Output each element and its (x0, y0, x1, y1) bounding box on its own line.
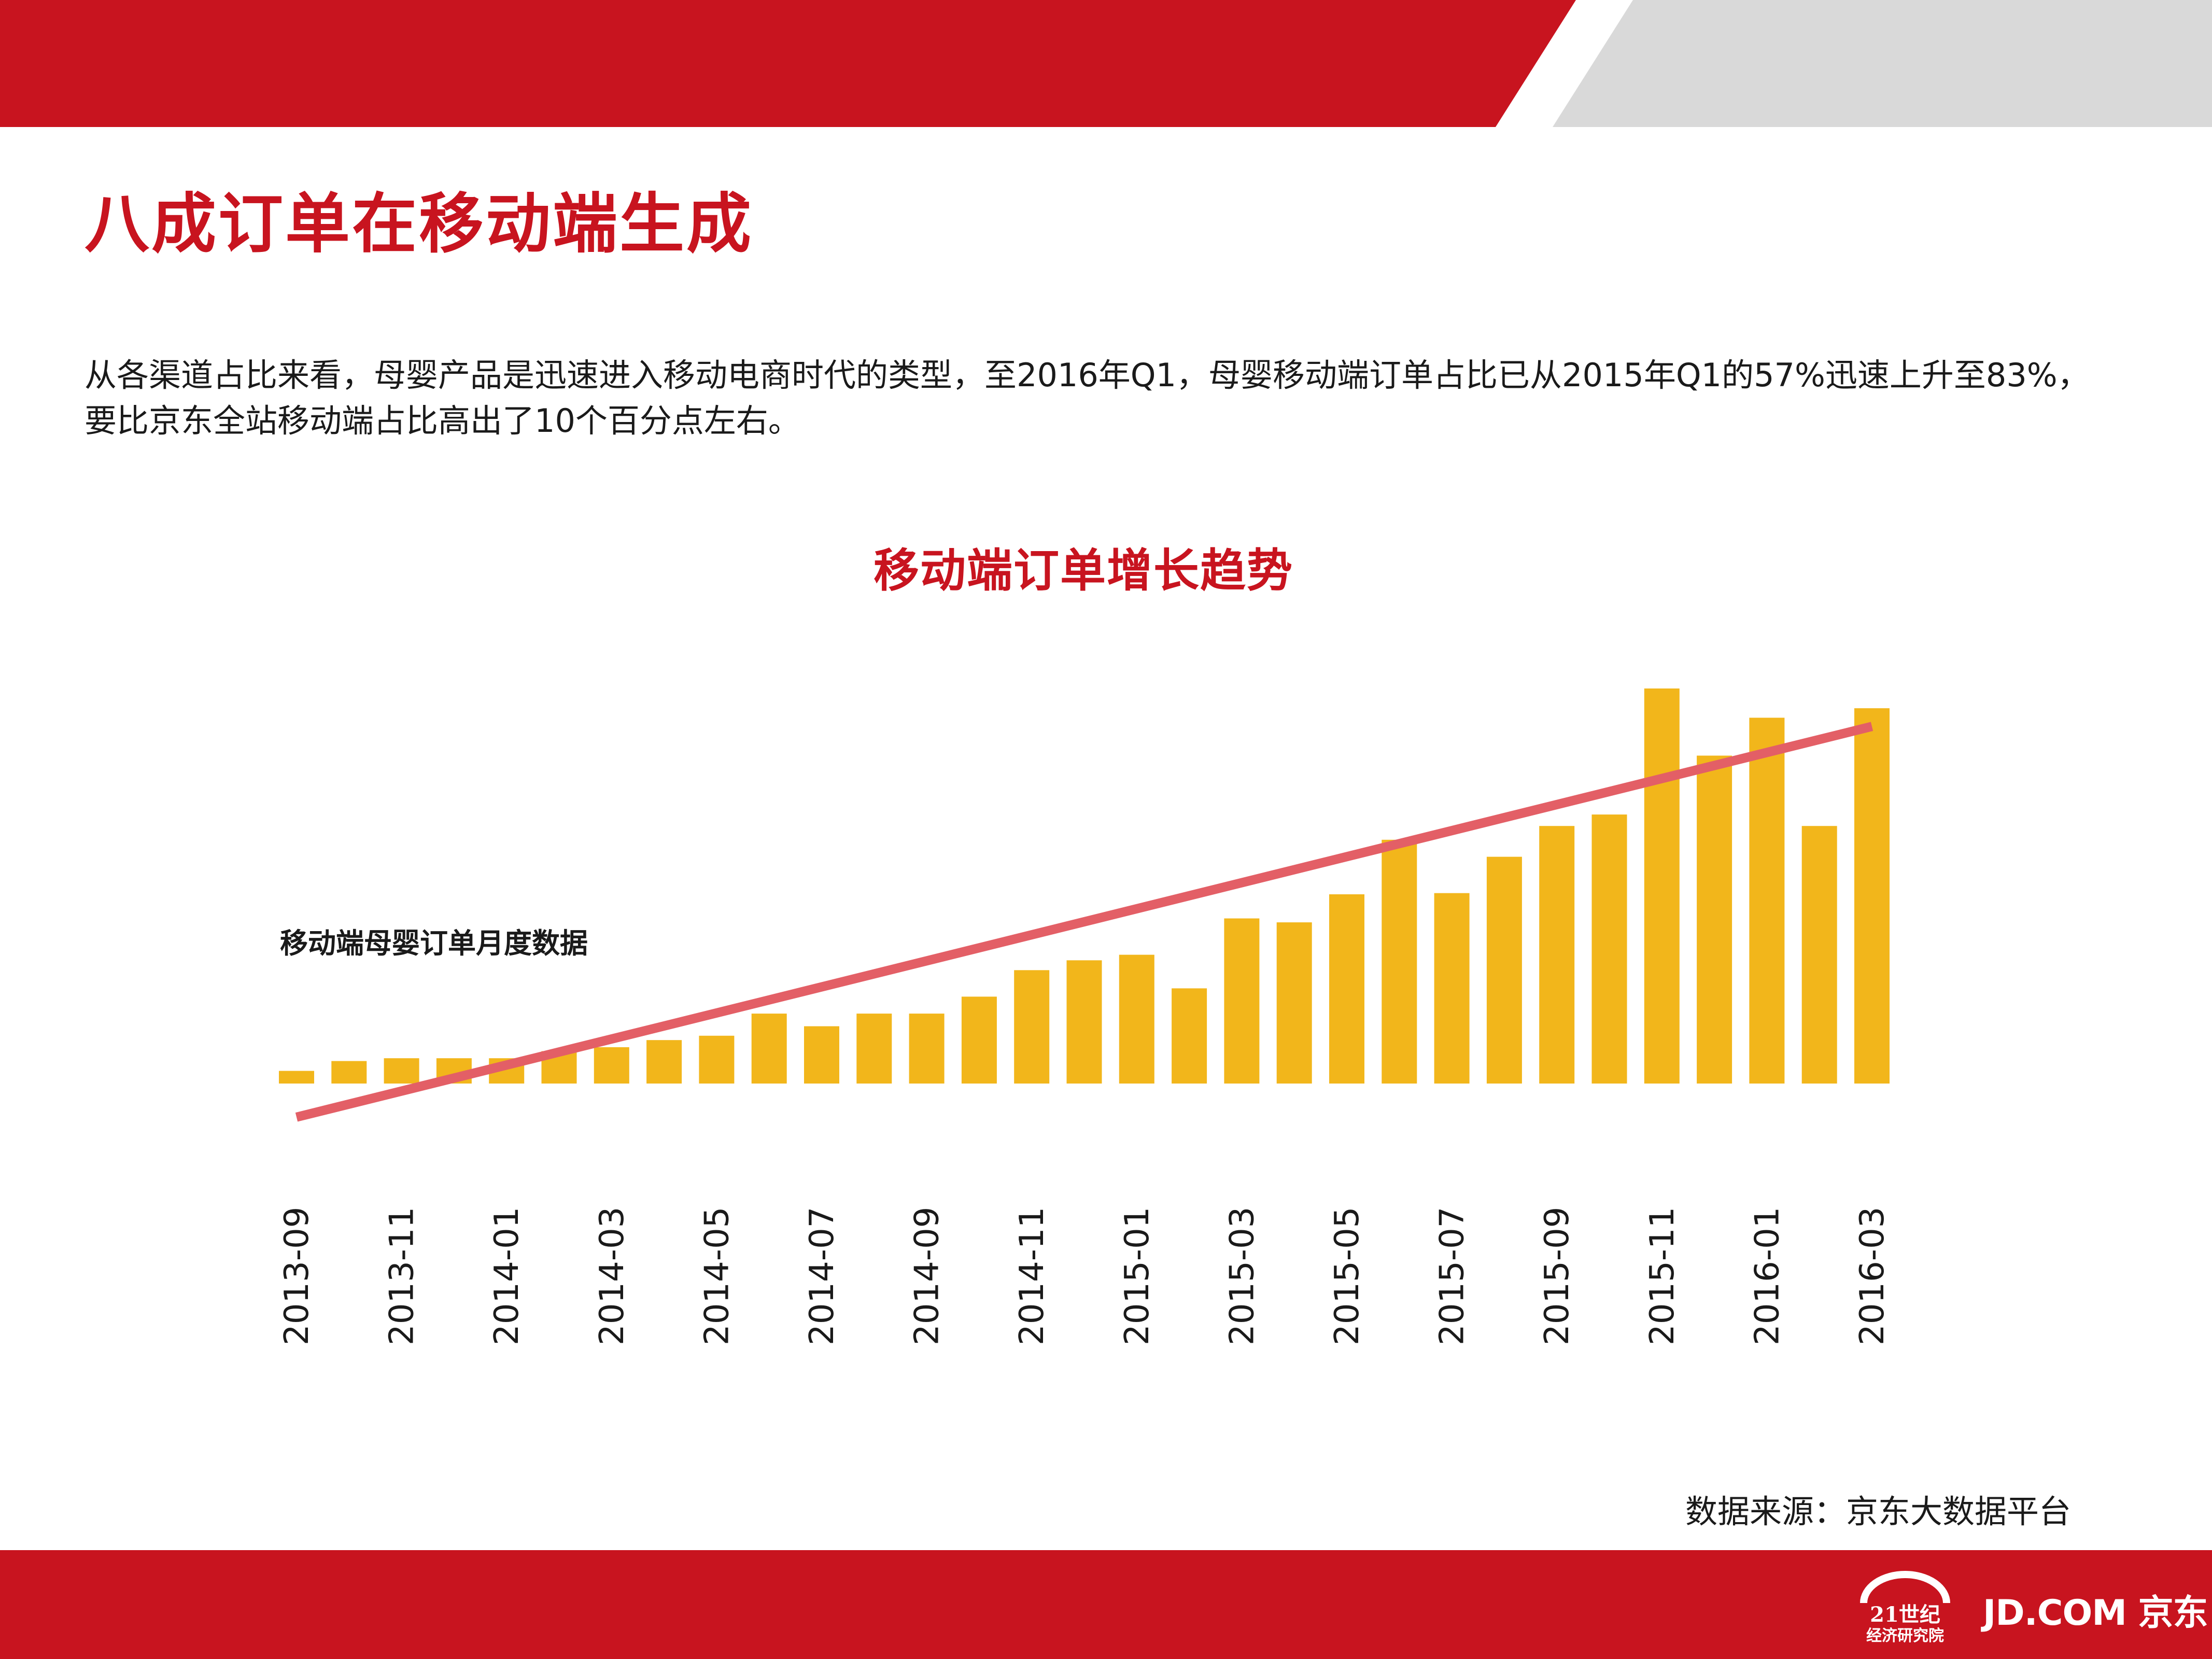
banner-grey-stripe (1553, 0, 2212, 127)
bar-2014-09 (909, 1014, 945, 1084)
top-banner (0, 0, 2212, 127)
bar-2014-07 (804, 1026, 839, 1084)
tick-label-2014-11: 2014-11 (1013, 1207, 1051, 1345)
footer-bar (0, 1550, 2212, 1659)
bar-2014-11 (1014, 970, 1050, 1084)
series-label: 移动端母婴订单月度数据 (280, 927, 588, 960)
tick-label-2014-09: 2014-09 (908, 1207, 947, 1345)
bar-2015-10 (1591, 814, 1627, 1084)
logo-21-line1: 21世纪 (1870, 1602, 1940, 1627)
tick-label-2015-05: 2015-05 (1328, 1207, 1366, 1345)
bar-2014-06 (751, 1014, 787, 1084)
tick-label-2014-01: 2014-01 (488, 1207, 526, 1345)
logo-arc-icon (1860, 1571, 1950, 1604)
logo-21-line2: 经济研究院 (1866, 1627, 1944, 1645)
tick-label-2015-09: 2015-09 (1538, 1207, 1576, 1345)
bar-2015-08 (1486, 856, 1522, 1084)
tick-label-2015-11: 2015-11 (1643, 1207, 1682, 1345)
tick-label-2014-05: 2014-05 (698, 1207, 736, 1345)
page-title: 八成订单在移动端生成 (84, 187, 753, 262)
bar-2014-10 (961, 996, 997, 1084)
bar-2013-11 (384, 1058, 419, 1084)
x-axis-tick-labels: 2013-09 2013-11 2014-01 2014-03 2014-05 2014-… (278, 1207, 1892, 1345)
bar-2015-11 (1644, 688, 1680, 1084)
bar-2015-12 (1697, 755, 1732, 1084)
tick-label-2015-07: 2015-07 (1433, 1207, 1472, 1345)
bar-2015-03 (1224, 918, 1260, 1084)
tick-label-2013-09: 2013-09 (278, 1207, 316, 1345)
bar-2016-03 (1854, 708, 1890, 1084)
bar-2016-02 (1801, 826, 1837, 1084)
bar-2015-02 (1172, 988, 1207, 1084)
bar-2014-03 (594, 1047, 629, 1084)
chart-title: 移动端订单增长趋势 (873, 544, 1293, 597)
tick-label-2016-01: 2016-01 (1748, 1207, 1786, 1345)
bar-2014-08 (856, 1014, 892, 1084)
tick-label-2013-11: 2013-11 (383, 1207, 421, 1345)
intro-paragraph: 从各渠道占比来看，母婴产品是迅速进入移动电商时代的类型，至2016年Q1，母婴移… (84, 356, 2090, 440)
tick-label-2015-03: 2015-03 (1223, 1207, 1261, 1345)
bar-2015-05 (1329, 894, 1364, 1084)
bar-2014-05 (699, 1035, 735, 1084)
bar-2015-09 (1539, 826, 1575, 1084)
tick-label-2015-01: 2015-01 (1118, 1207, 1157, 1345)
bar-2013-09 (279, 1071, 314, 1084)
bar-2016-01 (1749, 718, 1785, 1084)
banner-red-stripe (0, 0, 1576, 127)
bar-2015-06 (1382, 839, 1417, 1084)
trend-line (295, 722, 1873, 1122)
bar-2014-12 (1066, 960, 1102, 1084)
bar-chart: 移动端母婴订单月度数据 2013-09 2013-11 2014-01 2014-03… (278, 688, 1892, 1345)
tick-label-2014-03: 2014-03 (593, 1207, 631, 1345)
bar-2015-07 (1434, 893, 1470, 1084)
bar-2015-01 (1119, 954, 1154, 1084)
logo-jd: JD.COM 京东 (1983, 1593, 2208, 1634)
logo-21st-century: 21世纪 经济研究院 (1853, 1571, 1957, 1651)
data-source: 数据来源：京东大数据平台 (1685, 1493, 2071, 1530)
tick-label-2016-03: 2016-03 (1853, 1207, 1892, 1345)
bar-2014-04 (646, 1040, 682, 1084)
bar-2015-04 (1276, 922, 1312, 1084)
bar-2013-10 (331, 1061, 367, 1084)
bars-group (279, 688, 1890, 1084)
tick-label-2014-07: 2014-07 (803, 1207, 841, 1345)
